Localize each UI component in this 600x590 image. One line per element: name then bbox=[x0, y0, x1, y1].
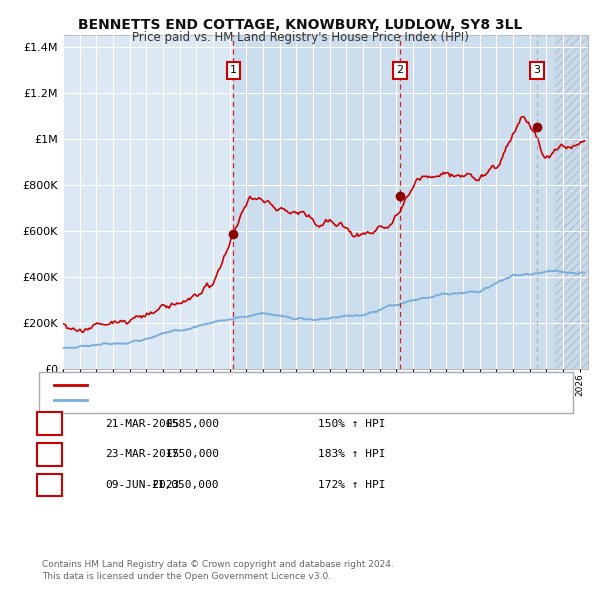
Bar bbox=[554, 35, 588, 369]
Text: Contains HM Land Registry data © Crown copyright and database right 2024.
This d: Contains HM Land Registry data © Crown c… bbox=[42, 560, 394, 581]
Text: 21-MAR-2005: 21-MAR-2005 bbox=[105, 419, 179, 428]
Text: 2: 2 bbox=[397, 65, 404, 76]
Text: 2: 2 bbox=[46, 450, 53, 459]
Text: 3: 3 bbox=[533, 65, 541, 76]
Text: BENNETTS END COTTAGE, KNOWBURY, LUDLOW, SY8 3LL (detached house): BENNETTS END COTTAGE, KNOWBURY, LUDLOW, … bbox=[93, 379, 469, 389]
Text: 3: 3 bbox=[46, 480, 53, 490]
Text: 172% ↑ HPI: 172% ↑ HPI bbox=[318, 480, 386, 490]
Bar bbox=[554, 35, 588, 369]
Text: 09-JUN-2023: 09-JUN-2023 bbox=[105, 480, 179, 490]
Text: HPI: Average price, detached house, Shropshire: HPI: Average price, detached house, Shro… bbox=[93, 395, 331, 405]
Text: BENNETTS END COTTAGE, KNOWBURY, LUDLOW, SY8 3LL: BENNETTS END COTTAGE, KNOWBURY, LUDLOW, … bbox=[78, 18, 522, 32]
Bar bbox=[233, 35, 400, 369]
Text: £750,000: £750,000 bbox=[165, 450, 219, 459]
Text: 183% ↑ HPI: 183% ↑ HPI bbox=[318, 450, 386, 459]
Text: 1: 1 bbox=[46, 419, 53, 428]
Text: 23-MAR-2015: 23-MAR-2015 bbox=[105, 450, 179, 459]
Bar bbox=[537, 35, 554, 369]
Text: 150% ↑ HPI: 150% ↑ HPI bbox=[318, 419, 386, 428]
Text: £585,000: £585,000 bbox=[165, 419, 219, 428]
Text: 1: 1 bbox=[230, 65, 237, 76]
Bar bbox=[400, 35, 537, 369]
Text: £1,050,000: £1,050,000 bbox=[151, 480, 219, 490]
Text: Price paid vs. HM Land Registry's House Price Index (HPI): Price paid vs. HM Land Registry's House … bbox=[131, 31, 469, 44]
